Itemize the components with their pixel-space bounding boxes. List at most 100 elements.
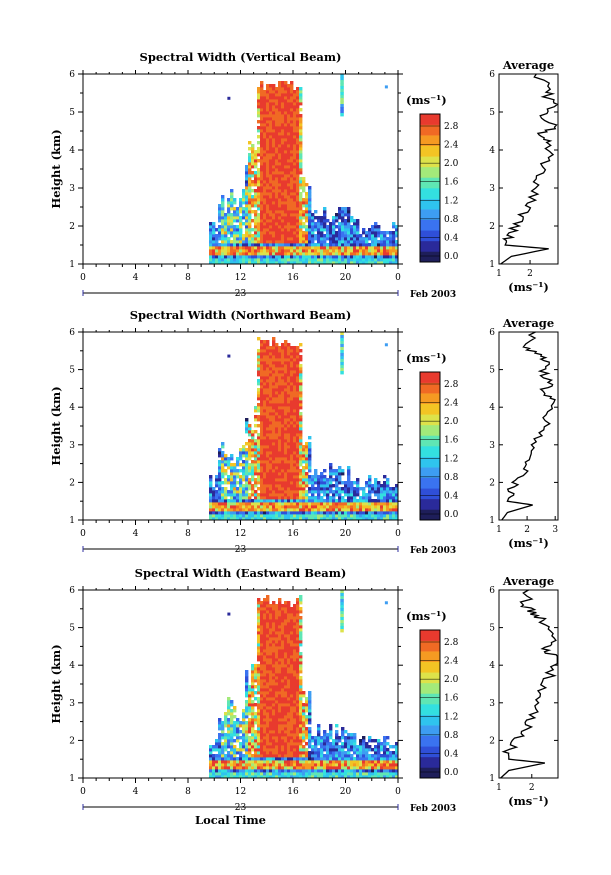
heatmap-cell [275, 604, 279, 608]
heatmap-cell [308, 460, 312, 464]
heatmap-cell [308, 514, 312, 518]
heatmap-cell [362, 487, 366, 491]
heatmap-cell [275, 694, 279, 698]
heatmap-cell [251, 730, 255, 734]
heatmap-cell [332, 240, 336, 244]
heatmap-cell [209, 763, 213, 767]
heatmap-cell [293, 180, 297, 184]
heatmap-cell [299, 508, 303, 512]
heatmap-cell [230, 487, 234, 491]
heatmap-cell [296, 228, 300, 232]
heatmap-cell [299, 706, 303, 710]
heatmap-cell [296, 249, 300, 253]
heatmap-cell [272, 376, 276, 380]
heatmap-cell [254, 171, 258, 175]
heatmap-cell [293, 234, 297, 238]
y-tick-label: 2 [69, 478, 75, 488]
heatmap-cell [272, 394, 276, 398]
heatmap-cell [224, 252, 228, 256]
heatmap-cell [290, 676, 294, 680]
heatmap-cell [215, 772, 219, 776]
heatmap-cell [290, 628, 294, 632]
heatmap-cell [251, 709, 255, 713]
heatmap-cell [263, 358, 267, 362]
colorbar-swatch [420, 251, 440, 263]
heatmap-cell [296, 171, 300, 175]
heatmap-cell [233, 210, 237, 214]
heatmap-cell [323, 478, 327, 482]
heatmap-cell [263, 766, 267, 770]
heatmap-cell [284, 436, 288, 440]
heatmap-cell [320, 475, 324, 479]
heatmap-cell [236, 490, 240, 494]
heatmap-cell [218, 493, 222, 497]
heatmap-cell [278, 252, 282, 256]
heatmap-cell [335, 508, 339, 512]
heatmap-cell [254, 219, 258, 223]
heatmap-cell [317, 502, 321, 506]
heatmap-cell [290, 514, 294, 518]
heatmap-cell [293, 183, 297, 187]
heatmap-cell [263, 730, 267, 734]
heatmap-cell [290, 400, 294, 404]
heatmap-cell [317, 255, 321, 259]
heatmap-cell [245, 673, 249, 677]
heatmap-cell [248, 165, 252, 169]
heatmap-cell [308, 445, 312, 449]
heatmap-cell [332, 493, 336, 497]
heatmap-cell [281, 649, 285, 653]
heatmap-cell [284, 751, 288, 755]
heatmap-cell [227, 742, 231, 746]
heatmap [209, 590, 399, 779]
heatmap-cell [296, 676, 300, 680]
heatmap-cell [266, 457, 270, 461]
heatmap-cell [281, 667, 285, 671]
heatmap-cell [290, 147, 294, 151]
heatmap-cell [347, 511, 351, 515]
heatmap-cell [245, 186, 249, 190]
heatmap-cell [212, 490, 216, 494]
heatmap-cell [284, 466, 288, 470]
heatmap-cell [242, 493, 246, 497]
heatmap-cell [233, 763, 237, 767]
heatmap-cell [266, 625, 270, 629]
heatmap-cell [329, 258, 333, 262]
heatmap-cell [227, 751, 231, 755]
heatmap-cell [227, 231, 231, 235]
heatmap-cell [281, 760, 285, 764]
heatmap-cell [314, 517, 318, 521]
heatmap-cell [281, 694, 285, 698]
heatmap-cell [266, 640, 270, 644]
heatmap-cell [266, 111, 270, 115]
heatmap-cell [263, 99, 267, 103]
heatmap-cell [266, 478, 270, 482]
heatmap-cell [275, 349, 279, 353]
heatmap-cell [284, 622, 288, 626]
heatmap-cell [251, 727, 255, 731]
heatmap-cell [227, 219, 231, 223]
heatmap-cell [284, 448, 288, 452]
heatmap-cell [287, 228, 291, 232]
heatmap-cell [269, 129, 273, 133]
heatmap-cell [260, 171, 264, 175]
heatmap-cell [266, 610, 270, 614]
heatmap-cell [242, 712, 246, 716]
heatmap-cell [251, 201, 255, 205]
heatmap-cell [287, 198, 291, 202]
heatmap-cell [260, 219, 264, 223]
heatmap-cell [299, 694, 303, 698]
heatmap-cell [260, 81, 264, 85]
heatmap-cell [281, 219, 285, 223]
heatmap-cell [236, 487, 240, 491]
heatmap-cell [296, 658, 300, 662]
heatmap-cell [266, 391, 270, 395]
heatmap-cell [272, 189, 276, 193]
heatmap-cell [281, 174, 285, 178]
heatmap-cell [320, 481, 324, 485]
heatmap-cell [284, 403, 288, 407]
heatmap-cell [263, 340, 267, 344]
heatmap-cell [272, 604, 276, 608]
heatmap-cell [221, 207, 225, 211]
heatmap-cell [293, 355, 297, 359]
heatmap-cell [233, 246, 237, 250]
